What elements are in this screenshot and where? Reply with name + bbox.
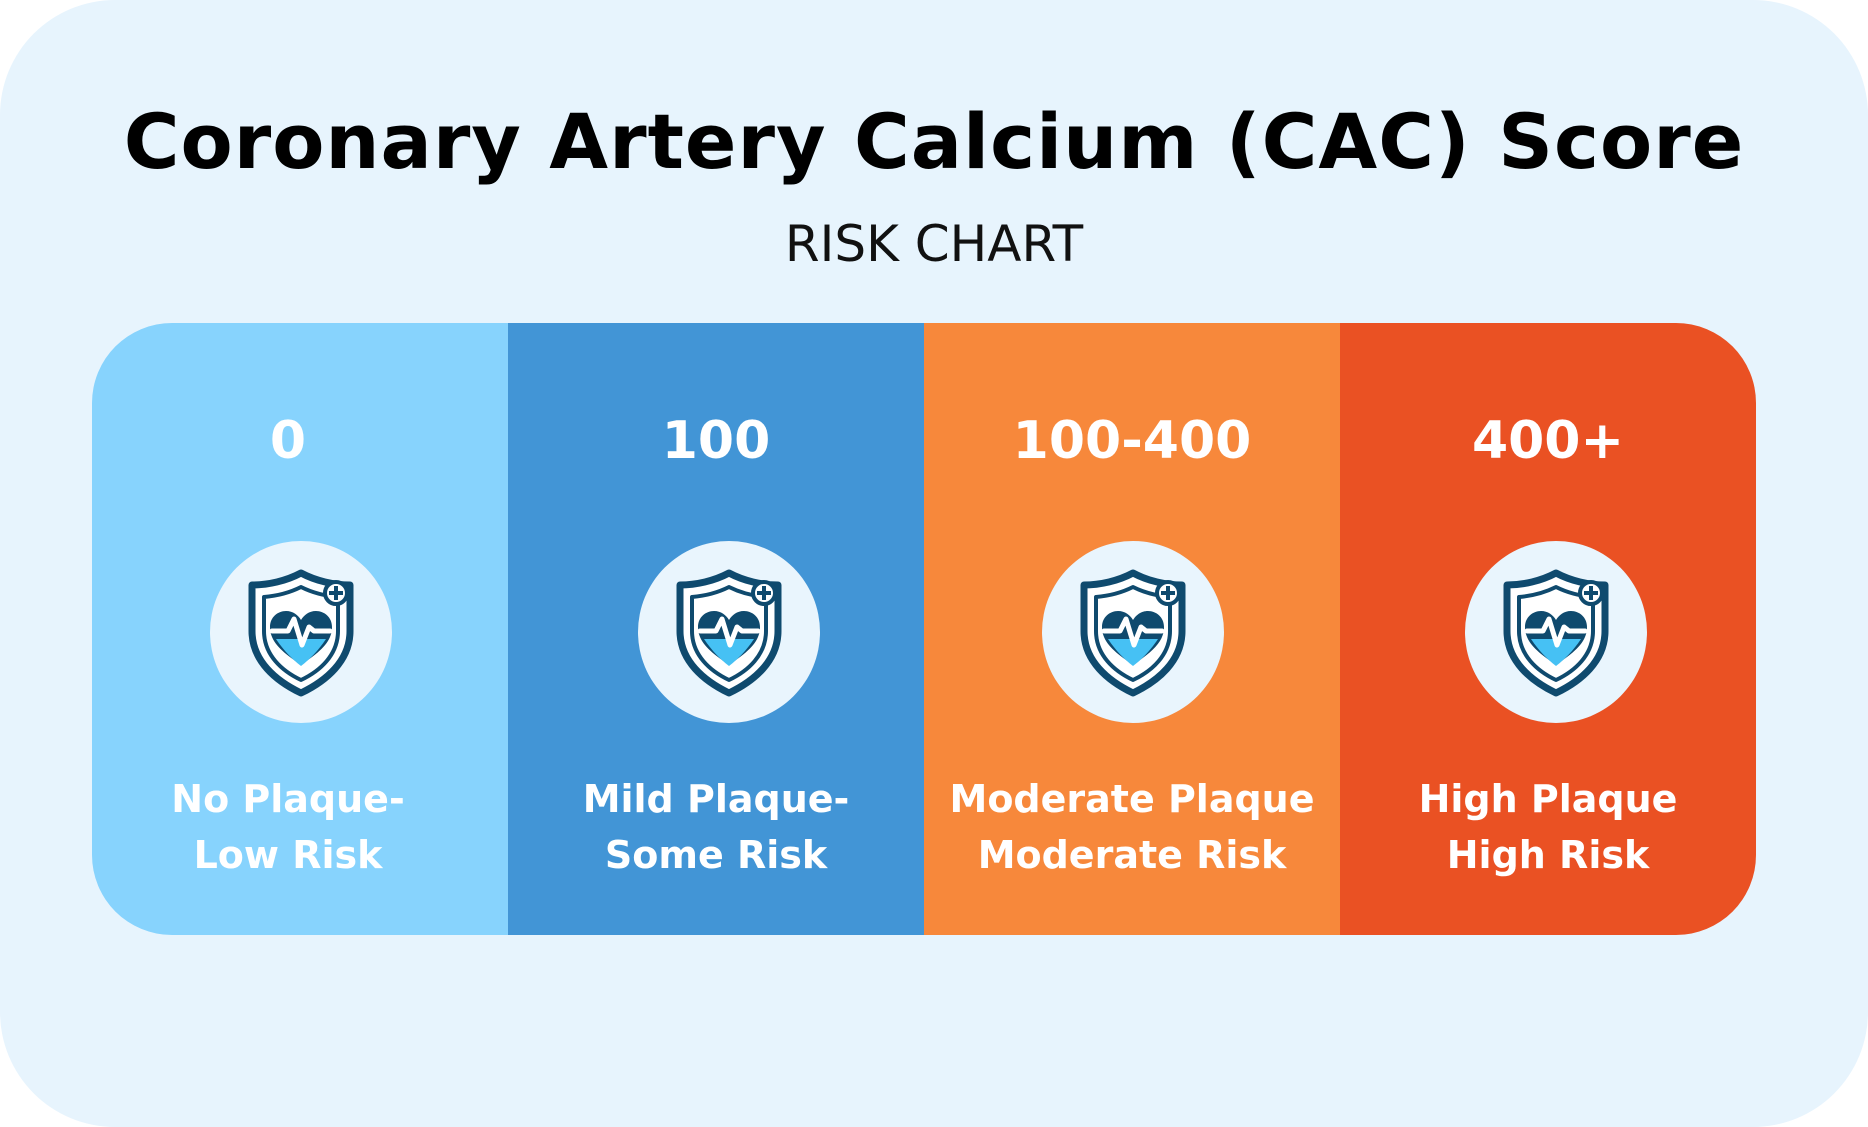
segment-mild-plaque: 100 Mild Plaque- Some Risk [508,323,924,935]
segment-score: 100-400 [1012,411,1252,471]
segment-line-1: Moderate Plaque [949,777,1315,821]
page-subtitle: RISK CHART [784,215,1084,273]
heart-shield-icon [638,541,820,723]
segment-score: 400+ [1471,411,1625,471]
segment-line-2: High Risk [1446,833,1650,877]
segment-no-plaque: 0 No Plaque- Low Risk [92,323,508,935]
segment-line-1: No Plaque- [171,777,405,821]
segment-description: Moderate Plaque Moderate Risk [924,771,1340,883]
segment-description: Mild Plaque- Some Risk [508,771,924,883]
segment-description: No Plaque- Low Risk [92,771,496,883]
segment-line-1: Mild Plaque- [582,777,850,821]
heart-shield-icon [210,541,392,723]
segment-description: High Plaque High Risk [1340,771,1756,883]
segment-line-2: Low Risk [193,833,383,877]
risk-band: 0 No Plaque- Low Risk 100 [92,323,1756,935]
segment-score: 0 [269,411,307,471]
segment-moderate-plaque: 100-400 Moderate Plaque Moderate Risk [924,323,1340,935]
heart-shield-icon [1042,541,1224,723]
segment-line-1: High Plaque [1418,777,1678,821]
heart-shield-icon [1465,541,1647,723]
segment-score: 100 [661,411,771,471]
page-title: Coronary Artery Calcium (CAC) Score [123,97,1745,186]
segment-high-plaque: 400+ High Plaque High Risk [1340,323,1756,935]
segment-line-2: Some Risk [604,833,828,877]
segment-line-2: Moderate Risk [977,833,1287,877]
